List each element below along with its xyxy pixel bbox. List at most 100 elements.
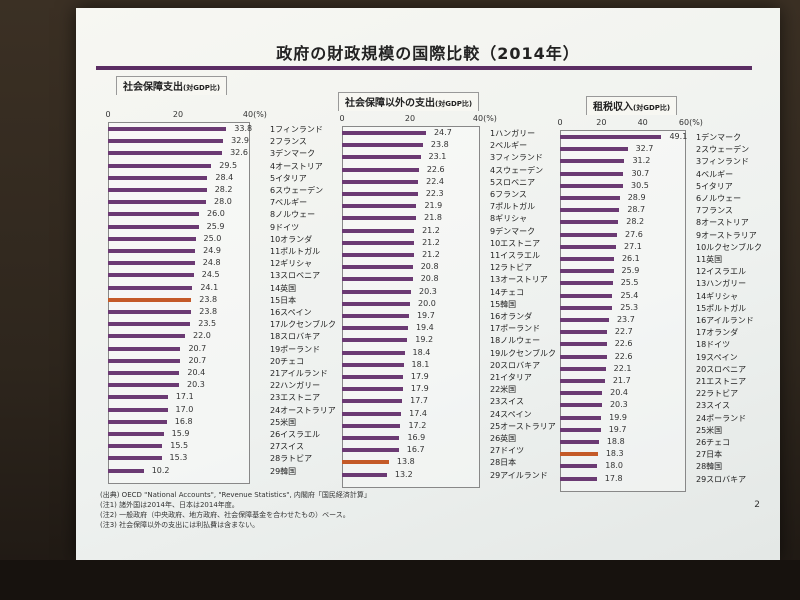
bar: [342, 411, 402, 416]
bar: [560, 318, 609, 322]
bar: [560, 440, 599, 444]
bar-value-label: 19.4: [415, 323, 434, 333]
bar: [560, 147, 628, 152]
category-label: 28ラトビア: [270, 454, 313, 464]
category-label: 15日本: [270, 295, 297, 305]
bar: [342, 131, 426, 135]
category-label: 26イスラエル: [270, 430, 320, 439]
category-label: 12ギリシャ: [270, 259, 313, 269]
note-line: (注2) 一般政府（中央政府、地方政府、社会保障基金を合わせたもの）ベース。: [100, 511, 350, 519]
bar-value-label: 25.0: [203, 233, 222, 243]
chart-title: 社会保障以外の支出(対GDP比): [338, 92, 480, 111]
page-number: 2: [754, 500, 760, 510]
bar-value-label: 23.8: [430, 140, 449, 150]
bar: [560, 208, 620, 213]
bar: [342, 179, 419, 184]
bar: [560, 366, 606, 371]
bar: [560, 196, 620, 200]
bar: [560, 257, 614, 261]
bar: [342, 350, 405, 355]
category-label: 3フィンランド: [490, 153, 543, 163]
category-label: 24オーストラリア: [270, 405, 336, 415]
bar: [560, 220, 619, 225]
category-label: 4ベルギー: [696, 169, 734, 179]
bar: [108, 188, 207, 192]
category-label: 7ポルトガル: [490, 202, 536, 212]
bar: [108, 346, 181, 351]
bar: [342, 167, 419, 172]
axis-tick-label: 0: [557, 118, 563, 127]
category-label: 22ハンガリー: [270, 381, 321, 391]
category-label: 9ドイツ: [270, 222, 300, 232]
bar: [108, 358, 181, 363]
bar: [342, 338, 408, 343]
bar: [560, 305, 613, 310]
bar: [108, 334, 185, 339]
category-label: 20チェコ: [270, 356, 305, 366]
category-label: 22米国: [490, 385, 517, 395]
category-label: 5イタリア: [270, 173, 307, 183]
category-label: 2スウェーデン: [696, 145, 750, 155]
chart-title-text: 社会保障支出: [123, 82, 183, 93]
bar: [342, 387, 403, 392]
bar-value-label: 19.2: [415, 335, 434, 345]
bar-value-label: 25.3: [620, 302, 639, 312]
bar-value-label: 21.7: [612, 376, 631, 385]
bar-value-label: 19.7: [608, 424, 627, 434]
category-label: 18スロバキア: [270, 332, 321, 342]
bar: [560, 293, 613, 298]
bar-value-label: 23.7: [616, 315, 635, 324]
bar-value-label: 21.9: [424, 201, 443, 211]
bar-value-label: 16.8: [174, 416, 193, 426]
bar: [342, 436, 400, 440]
bar: [342, 216, 417, 221]
bar: [342, 472, 387, 477]
bar: [560, 415, 602, 420]
bar: [342, 362, 404, 367]
bar-value-label: 26.1: [621, 254, 640, 263]
bar-value-label: 25.5: [620, 278, 639, 288]
category-label: 16スペイン: [270, 308, 312, 317]
bar-value-label: 17.0: [175, 404, 194, 414]
category-label: 25米国: [270, 417, 297, 427]
bar: [560, 183, 624, 188]
bar-value-label: 31.2: [632, 156, 651, 166]
category-label: 26英国: [490, 434, 517, 443]
category-label: 19ルクセンブルク: [490, 348, 556, 358]
bar-value-label: 23.1: [428, 152, 447, 162]
bar-value-label: 23.8: [199, 294, 218, 304]
bar-value-label: 32.7: [635, 144, 654, 154]
bar-value-label: 20.8: [420, 262, 439, 272]
category-label: 5イタリア: [696, 181, 733, 191]
bar-value-label: 20.0: [418, 298, 436, 308]
category-label: 10エストニア: [490, 238, 541, 248]
bar: [108, 285, 193, 290]
bar-value-label: 27.6: [625, 229, 643, 239]
category-label: 20スロバキア: [490, 360, 541, 370]
bar-value-label: 49.1: [669, 132, 688, 141]
category-label: 27ドイツ: [490, 446, 525, 456]
bar-value-label: 22.7: [614, 327, 633, 337]
bar-value-label: 22.4: [426, 176, 444, 186]
category-label: 16アイルランド: [696, 316, 754, 325]
bar-value-label: 20.3: [419, 286, 437, 296]
bar-value-label: 20.7: [188, 343, 207, 353]
bar: [108, 175, 208, 180]
bar: [342, 155, 421, 160]
source-notes: (出典) OECD "National Accounts", "Revenue …: [100, 490, 371, 530]
category-label: 22ラトビア: [696, 389, 739, 399]
bar: [342, 314, 409, 318]
axis-unit-label: (%): [253, 110, 267, 119]
category-label: 28韓国: [696, 462, 723, 472]
category-label: 6ノルウェー: [696, 194, 742, 203]
bar-value-label: 25.9: [621, 266, 640, 276]
category-label: 28日本: [490, 458, 517, 468]
bar-value-label: 19.9: [609, 412, 627, 422]
bar-value-label: 22.6: [614, 339, 633, 349]
bar-value-label: 26.0: [207, 209, 225, 219]
category-label: 17オランダ: [696, 328, 739, 338]
bar-value-label: 16.9: [407, 433, 426, 442]
category-label: 19スペイン: [696, 352, 738, 362]
bar: [108, 212, 199, 217]
category-label: 13スロベニア: [270, 271, 321, 281]
